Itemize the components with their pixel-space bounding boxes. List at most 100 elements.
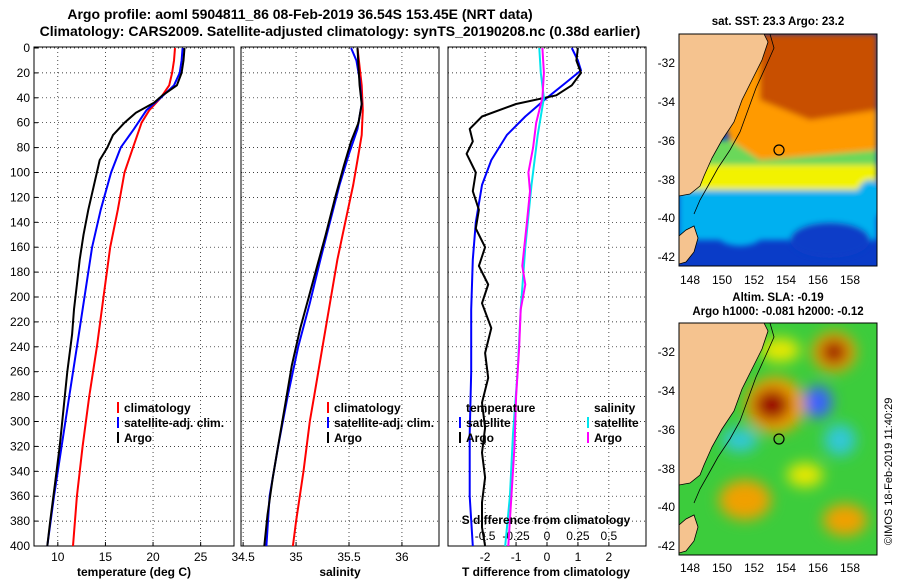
x-tick-label: 20: [146, 550, 160, 564]
sla-map: Altim. SLA: -0.19 Argo h1000: -0.081 h20…: [658, 292, 878, 575]
sla-lon-tick: 154: [776, 561, 796, 575]
difference-legend-temperature-title: temperature: [466, 401, 536, 415]
difference-legend-salinity-satellite: satellite: [594, 416, 639, 430]
salinity-legend-satellite: satellite-adj. clim.: [334, 416, 434, 430]
sla-lon-tick: 148: [680, 561, 700, 575]
sla-lon-ticks: 148 150 152 154 156 158: [680, 561, 860, 575]
sla-high-southeast-2: [823, 504, 867, 536]
x-tick-label: -2: [480, 550, 491, 564]
temperature-panel: 0 20 40 60 80 100 120 140 160 180 200 220 240 260 280 3…: [10, 41, 235, 579]
sst-lat-tick: -32: [658, 56, 676, 70]
temperature-x-axis-label: temperature (deg C): [77, 565, 191, 579]
sst-map: sat. SST: 23.3 Argo: 23.2 -32 -34 -36: [658, 16, 878, 287]
figure-title-line1: Argo profile: aoml 5904811_86 08-Feb-201…: [67, 6, 532, 22]
y-tick-label: 240: [10, 340, 30, 354]
x-tick-label: 2: [606, 550, 613, 564]
sst-lon-tick: 148: [680, 273, 700, 287]
sla-high-southwest: [719, 480, 771, 520]
sst-land-tasmania-tip: [679, 225, 699, 265]
x-tick-label: 1: [575, 550, 582, 564]
sst-lat-tick: -34: [658, 95, 676, 109]
salinity-legend-argo: Argo: [334, 431, 362, 445]
figure-title-line2: Climatology: CARS2009. Satellite-adjuste…: [40, 23, 641, 39]
y-tick-label: 280: [10, 390, 30, 404]
y-tick-label: 180: [10, 265, 30, 279]
sst-lon-tick: 158: [840, 273, 860, 287]
y-tick-label: 340: [10, 464, 30, 478]
y-tick-label: 260: [10, 365, 30, 379]
sla-shelf-contour: [693, 323, 775, 504]
sst-land: [679, 34, 769, 197]
sla-land-tasmania-tip: [679, 514, 699, 554]
sla-map-title: Altim. SLA: -0.19: [732, 292, 823, 304]
y-tick-label: 100: [10, 166, 30, 180]
y-tick-label: 300: [10, 415, 30, 429]
sla-high-central-core: [754, 389, 790, 421]
sla-lat-tick: -34: [658, 384, 676, 398]
salinity-legend-climatology: climatology: [334, 401, 401, 415]
sst-cool-eddy-3: [856, 180, 877, 220]
x-tick-label: 15: [99, 550, 113, 564]
sla-lon-tick: 158: [840, 561, 860, 575]
x-tick-label: 35: [289, 550, 303, 564]
sst-lat-tick: -42: [658, 250, 676, 264]
sst-lat-tick: -38: [658, 173, 676, 187]
temperature-legend-argo: Argo: [124, 431, 152, 445]
sst-lon-tick: 156: [808, 273, 828, 287]
sla-lat-tick: -38: [658, 462, 676, 476]
series-line-temperature-satellite: [468, 47, 582, 547]
sla-map-subtitle: Argo h1000: -0.081 h2000: -0.12: [692, 306, 863, 318]
difference-legend-salinity-argo: Argo: [594, 431, 622, 445]
difference-legend-salinity: salinity satellite Argo: [587, 401, 639, 445]
temperature-legend-satellite: satellite-adj. clim.: [124, 416, 224, 430]
y-tick-label: 80: [17, 141, 31, 155]
sla-lon-tick: 156: [808, 561, 828, 575]
salinity-x-axis-label: salinity: [319, 565, 361, 579]
secondary-x-tick-label: 0: [544, 529, 551, 543]
sst-yellow-band: [679, 165, 877, 190]
difference-legend-temperature-satellite: satellite: [466, 416, 511, 430]
x-tick-label: 0: [544, 550, 551, 564]
temperature-legend: climatology satellite-adj. clim. Argo: [117, 401, 224, 445]
sla-lat-ticks: -32 -34 -36 -38 -40 -42: [658, 345, 676, 553]
difference-secondary-axis-label: S difference from climatology: [462, 513, 631, 527]
difference-panel: -2 -1 0 1 2 -0.5 -0.25 0 0.25 0.5 T difference f…: [447, 46, 647, 579]
sla-map-frame: [678, 322, 878, 556]
y-tick-label: 400: [10, 539, 30, 553]
y-tick-label: 120: [10, 190, 30, 204]
secondary-x-tick-label: 0.5: [601, 529, 618, 543]
y-tick-label: 60: [17, 116, 31, 130]
difference-legend-salinity-title: salinity: [594, 401, 636, 415]
y-tick-label: 320: [10, 439, 30, 453]
sst-cool-eddy-2: [790, 222, 870, 258]
sst-shelf-contour: [693, 34, 775, 215]
sla-lat-tick: -32: [658, 345, 676, 359]
series-line-argo: [46, 47, 186, 547]
sst-lat-tick: -40: [658, 211, 676, 225]
x-tick-label: 25: [194, 550, 208, 564]
sla-lat-tick: -36: [658, 423, 676, 437]
sst-lon-ticks: 148 150 152 154 156 158: [680, 273, 860, 287]
sst-lon-tick: 154: [776, 273, 796, 287]
sla-lat-tick: -40: [658, 500, 676, 514]
difference-legend-temperature: temperature satellite Argo: [459, 401, 536, 445]
sst-map-title: sat. SST: 23.3 Argo: 23.2: [712, 16, 845, 28]
sla-high-north-core: [821, 340, 847, 364]
y-tick-label: 160: [10, 240, 30, 254]
series-line-climatology: [72, 47, 176, 547]
x-tick-label: 35.5: [337, 550, 361, 564]
salinity-plot-frame: [240, 46, 440, 547]
sst-lat-ticks: -32 -34 -36 -38 -40 -42: [658, 56, 676, 264]
y-tick-label: 360: [10, 489, 30, 503]
sst-lon-tick: 150: [712, 273, 732, 287]
x-tick-label: 36: [395, 550, 409, 564]
series-line-salinity-argo: [507, 47, 545, 547]
sla-low-south: [824, 424, 856, 456]
series-line-satellite-adj-clim-: [46, 47, 184, 547]
sst-lon-tick: 152: [744, 273, 764, 287]
y-tick-label: 0: [23, 41, 30, 55]
y-tick-label: 200: [10, 290, 30, 304]
y-tick-label: 140: [10, 215, 30, 229]
sst-lat-tick: -36: [658, 134, 676, 148]
